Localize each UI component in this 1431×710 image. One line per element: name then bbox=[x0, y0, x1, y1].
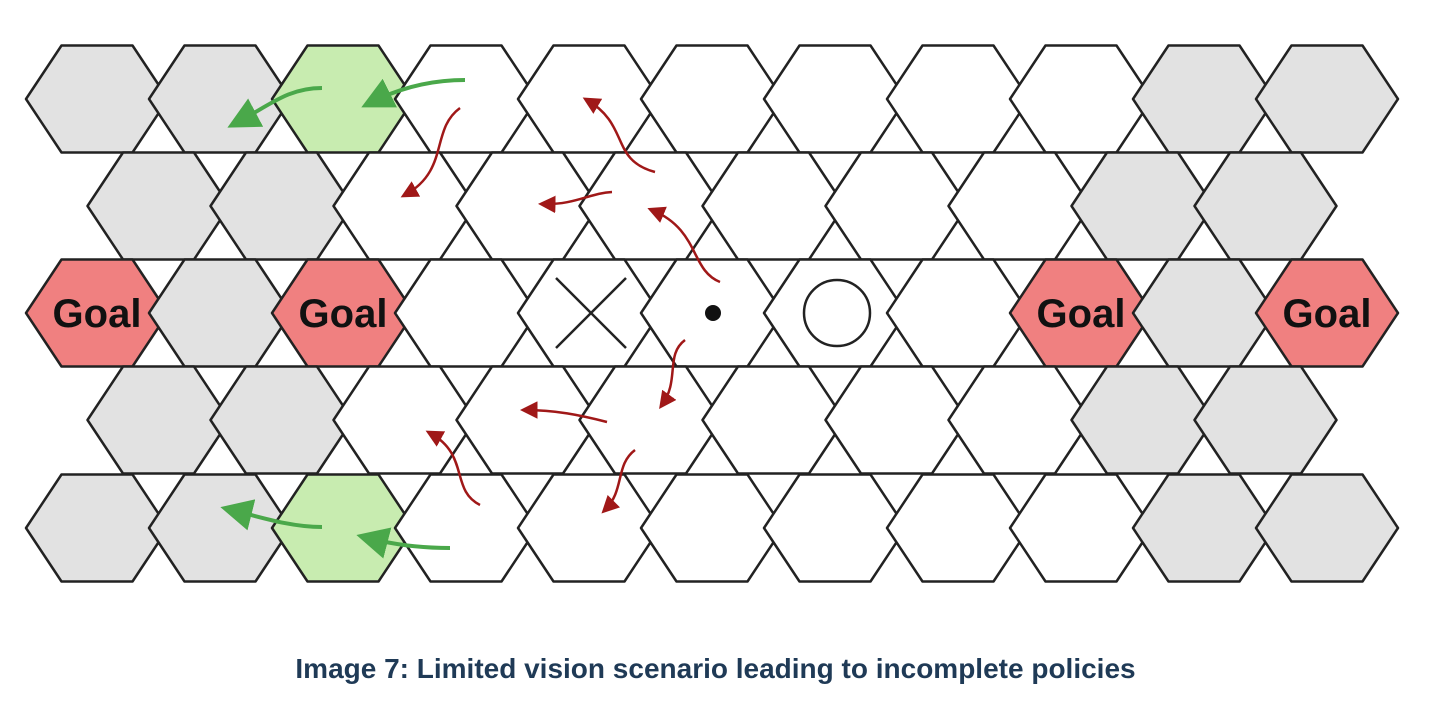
green-arrow bbox=[227, 86, 323, 128]
hex-cell bbox=[947, 365, 1092, 475]
goal-label: Goal bbox=[53, 292, 142, 336]
unseen-hex bbox=[1254, 44, 1400, 154]
hex-cell bbox=[639, 473, 785, 583]
unseen-hex bbox=[209, 365, 354, 475]
hex-cell bbox=[824, 365, 969, 475]
hex-cell bbox=[516, 258, 662, 368]
hex-cell bbox=[885, 44, 1031, 154]
red-arrow bbox=[647, 206, 721, 284]
red-arrow bbox=[425, 430, 481, 507]
hex-cell bbox=[332, 151, 477, 261]
hex-cell bbox=[639, 44, 785, 154]
goal-hex bbox=[1254, 258, 1400, 368]
unseen-hex bbox=[1193, 365, 1338, 475]
hex-cell bbox=[1008, 44, 1154, 154]
unseen-hex bbox=[24, 44, 170, 154]
ring-icon bbox=[802, 278, 872, 348]
green-arrow bbox=[361, 78, 466, 108]
cell-markers bbox=[555, 277, 872, 349]
red-arrow bbox=[601, 449, 636, 514]
hex-cell bbox=[824, 151, 969, 261]
agent-dot-icon bbox=[705, 305, 721, 321]
hex-cell bbox=[516, 44, 662, 154]
hex-cell bbox=[762, 44, 908, 154]
green-arrow bbox=[356, 527, 451, 559]
hex-cell bbox=[393, 44, 539, 154]
green-hex bbox=[270, 473, 416, 583]
unseen-hex bbox=[1193, 151, 1338, 261]
x-mark-icon bbox=[555, 277, 627, 349]
hex-cell bbox=[701, 365, 846, 475]
unseen-hex bbox=[1131, 473, 1277, 583]
unseen-hex bbox=[1254, 473, 1400, 583]
unseen-hex bbox=[1131, 44, 1277, 154]
goal-label: Goal bbox=[299, 292, 388, 336]
hex-cell bbox=[516, 473, 662, 583]
goal-label: Goal bbox=[1283, 292, 1372, 336]
hex-cells bbox=[24, 44, 1400, 583]
red-arrow bbox=[538, 190, 613, 214]
unseen-hex bbox=[1131, 258, 1277, 368]
hex-cell bbox=[393, 258, 539, 368]
goal-labels: Goal Goal Goal Goal bbox=[53, 292, 1372, 336]
unseen-hex bbox=[86, 151, 231, 261]
unseen-hex bbox=[147, 258, 293, 368]
red-arrow bbox=[400, 106, 461, 198]
hex-cell bbox=[885, 473, 1031, 583]
arrows bbox=[220, 78, 721, 559]
red-arrow bbox=[659, 339, 686, 410]
unseen-hex bbox=[86, 365, 231, 475]
hex-cell bbox=[762, 473, 908, 583]
figure-caption: Image 7: Limited vision scenario leading… bbox=[295, 653, 1136, 684]
hex-cell bbox=[1008, 473, 1154, 583]
unseen-hex bbox=[209, 151, 354, 261]
hex-cell bbox=[947, 151, 1092, 261]
unseen-hex bbox=[147, 473, 293, 583]
green-arrow bbox=[220, 499, 323, 531]
hex-cell bbox=[455, 365, 600, 475]
hex-cell bbox=[701, 151, 846, 261]
unseen-hex bbox=[24, 473, 170, 583]
green-hex bbox=[270, 44, 416, 154]
red-arrow bbox=[582, 97, 656, 174]
unseen-hex bbox=[147, 44, 293, 154]
hex-cell bbox=[885, 258, 1031, 368]
goal-label: Goal bbox=[1037, 292, 1126, 336]
red-arrow bbox=[520, 401, 608, 424]
hex-grid-diagram: Goal Goal Goal Goal bbox=[24, 44, 1400, 583]
unseen-hex bbox=[1070, 365, 1215, 475]
hex-cell bbox=[762, 258, 908, 368]
hex-cell bbox=[393, 473, 539, 583]
unseen-hex bbox=[1070, 151, 1215, 261]
hex-cell bbox=[455, 151, 600, 261]
hex-cell bbox=[578, 151, 723, 261]
